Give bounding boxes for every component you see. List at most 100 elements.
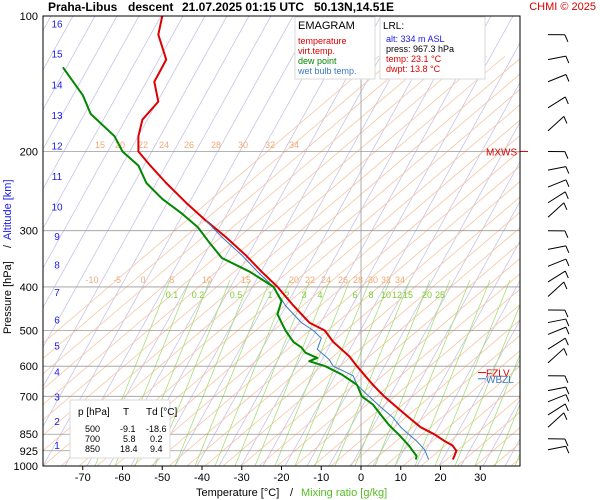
wind-barb-flag — [565, 318, 570, 327]
moist-adiabat — [510, 457, 520, 466]
moist-adiabat — [43, 55, 398, 359]
temperature-tick-label: -70 — [75, 472, 91, 484]
isotherm-label-upper: 30 — [238, 140, 248, 150]
lrl-box: LRL: alt: 334 m ASL press: 967.3 hPa tem… — [379, 16, 486, 80]
moist-adiabat — [547, 56, 600, 466]
isotherm-label: 0 — [140, 275, 145, 285]
isotherm-label: 28 — [353, 275, 363, 285]
dry-adiabat — [64, 16, 316, 466]
dry-adiabat — [43, 16, 272, 428]
temperature-tick-label: -60 — [115, 472, 131, 484]
mixing-ratio-label: 6 — [352, 290, 357, 300]
altitude-tick-label: 6 — [54, 315, 60, 326]
temperature-tick-label: -20 — [274, 472, 290, 484]
table-cell: 18.4 — [120, 444, 138, 454]
wind-barb-flag — [565, 55, 570, 64]
moist-adiabat — [330, 304, 520, 466]
pressure-tick-label: 925 — [20, 446, 38, 458]
temperature-tick-label: 0 — [358, 472, 364, 484]
dry-adiabat — [43, 16, 96, 111]
wind-barb-staff — [547, 394, 567, 403]
temperature-tick-label: -40 — [194, 472, 210, 484]
marker-mxws: MXWS — [486, 147, 517, 158]
x-axis-title: Temperature [°C] — [196, 487, 279, 499]
mixing-ratio-line — [414, 279, 491, 466]
altitude-tick-label: 4 — [54, 367, 60, 378]
wind-barb-flag — [564, 438, 569, 447]
wind-barb-staff — [547, 245, 566, 250]
moist-adiabat — [43, 55, 416, 375]
wind-barb-flag — [563, 281, 568, 290]
isotherm-label: 15 — [241, 275, 251, 285]
table-cell: -18.6 — [146, 424, 167, 434]
mixing-ratio-line — [194, 279, 271, 466]
altitude-tick-label: 15 — [51, 49, 63, 60]
moist-adiabat — [204, 196, 520, 466]
wind-barb-staff — [547, 386, 566, 392]
pressure-tick-label: 100 — [20, 11, 38, 23]
wind-barb-flag — [564, 403, 569, 412]
mixing-ratio-label: 25 — [435, 290, 445, 300]
wind-barb-staff — [547, 202, 565, 218]
wind-barb-flag — [564, 151, 569, 159]
mixing-ratio-label: 0.5 — [230, 290, 243, 300]
moist-adiabat — [583, 56, 600, 466]
isotherm-label: 30 — [368, 275, 378, 285]
moist-adiabat — [366, 334, 520, 466]
dry-adiabat — [262, 16, 514, 466]
table-cell: 500 — [85, 424, 100, 434]
dry-adiabat — [86, 16, 338, 466]
moist-adiabat — [132, 134, 520, 466]
y-axis-separator: / — [2, 244, 14, 248]
moist-adiabat — [258, 242, 520, 466]
mixing-ratio-line — [434, 279, 511, 466]
altitude-tick-label: 10 — [51, 202, 63, 213]
moist-adiabat — [150, 150, 520, 466]
moist-adiabat — [384, 350, 520, 466]
table-header-p: p [hPa] — [78, 407, 110, 418]
wind-barb-flag — [564, 191, 569, 199]
profile-lines — [62, 16, 458, 460]
mixing-ratio-line — [314, 279, 391, 466]
moist-adiabat — [60, 73, 520, 466]
pressure-tick-label: 600 — [20, 361, 38, 373]
moist-adiabat — [402, 365, 520, 466]
wind-barb-staff — [547, 281, 565, 297]
moist-adiabat — [43, 55, 434, 390]
mixing-ratio-label: 12 — [392, 290, 402, 300]
isotherm-label: 34 — [395, 275, 405, 285]
station-title: Praha-Libus — [48, 0, 118, 14]
wind-barbs — [547, 34, 570, 454]
legend-item-dew-point: dew point — [298, 56, 337, 66]
isotherm-label: -5 — [113, 275, 121, 285]
pressure-tick-label: 700 — [20, 391, 38, 403]
moist-adiabat — [43, 58, 520, 466]
moist-adiabat — [222, 211, 520, 466]
mixing-ratio-label: 8 — [368, 290, 373, 300]
isotherm-label: 32 — [381, 275, 391, 285]
lrl-pressure: press: 967.3 hPa — [386, 44, 454, 54]
mixing-ratio-line — [174, 279, 251, 466]
legend-item-virt-temp: virt.temp. — [298, 46, 335, 56]
y-axis-title-altitude: Altitude [km] — [2, 179, 14, 240]
altitude-tick-label: 3 — [54, 393, 60, 404]
isotherm-label-upper: 15 — [95, 140, 105, 150]
mixing-ratio-label: 2 — [284, 290, 289, 300]
mixing-ratio-label: 20 — [422, 290, 432, 300]
dry-adiabat — [416, 279, 520, 466]
series-wet-bulb-temp — [205, 220, 430, 460]
dry-adiabat — [372, 200, 520, 466]
temperature-tick-label: -50 — [154, 472, 170, 484]
wind-barb-staff — [547, 191, 566, 204]
wind-barb-staff — [547, 403, 566, 416]
wind-barb-flag — [565, 179, 570, 188]
mixing-ratio-line — [454, 303, 520, 466]
moist-adiabat — [348, 319, 520, 466]
isotherm-label: -10 — [85, 275, 98, 285]
isotherm-label: 24 — [321, 275, 331, 285]
altitude-tick-label: 9 — [54, 232, 60, 243]
wind-barb-flag — [565, 258, 570, 267]
lrl-title: LRL: — [383, 21, 404, 32]
wind-barb-flag — [565, 386, 570, 395]
